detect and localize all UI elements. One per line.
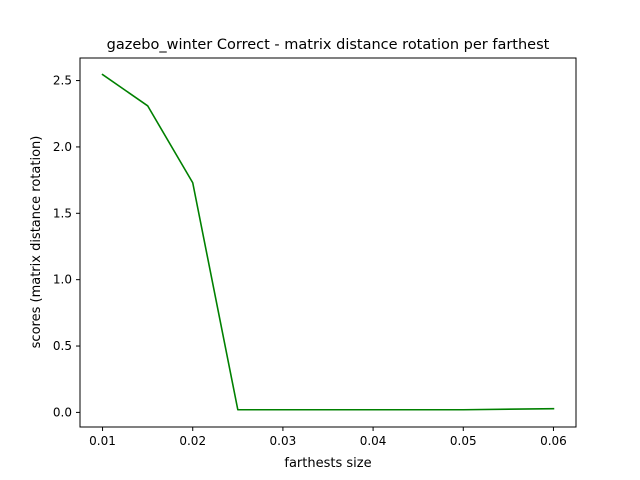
x-tick-label: 0.05 xyxy=(450,434,477,448)
y-tick-label: 0.5 xyxy=(53,339,72,353)
y-tick-label: 0.0 xyxy=(53,405,72,419)
y-axis-label: scores (matrix distance rotation) xyxy=(29,136,44,349)
y-tick-label: 1.5 xyxy=(53,206,72,220)
chart-title: gazebo_winter Correct - matrix distance … xyxy=(107,37,550,53)
x-tick-label: 0.04 xyxy=(360,434,387,448)
x-tick-label: 0.01 xyxy=(89,434,116,448)
x-axis-ticks: 0.01 0.02 0.03 0.04 0.05 0.06 xyxy=(89,427,567,448)
x-axis-label: farthests size xyxy=(284,456,371,471)
series-layer xyxy=(101,73,555,411)
x-tick-label: 0.06 xyxy=(540,434,567,448)
y-tick-label: 1.0 xyxy=(53,273,72,287)
series-line-0 xyxy=(101,73,555,411)
y-tick-label: 2.5 xyxy=(53,74,72,88)
axes-frame xyxy=(79,57,577,428)
plot-area: 0.01 0.02 0.03 0.04 0.05 0.06 0.0 0.5 1.0 1.5 2.0… xyxy=(53,57,577,448)
x-tick-label: 0.03 xyxy=(270,434,297,448)
y-tick-label: 2.0 xyxy=(53,140,72,154)
x-tick-label: 0.02 xyxy=(179,434,206,448)
y-axis-ticks: 0.0 0.5 1.0 1.5 2.0 2.5 xyxy=(53,74,80,419)
